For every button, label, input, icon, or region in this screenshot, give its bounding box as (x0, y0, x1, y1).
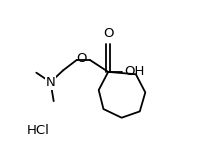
Text: O: O (103, 27, 113, 40)
Text: O: O (76, 52, 87, 65)
Text: OH: OH (124, 65, 145, 78)
Text: N: N (46, 76, 55, 89)
Text: HCl: HCl (27, 124, 50, 137)
